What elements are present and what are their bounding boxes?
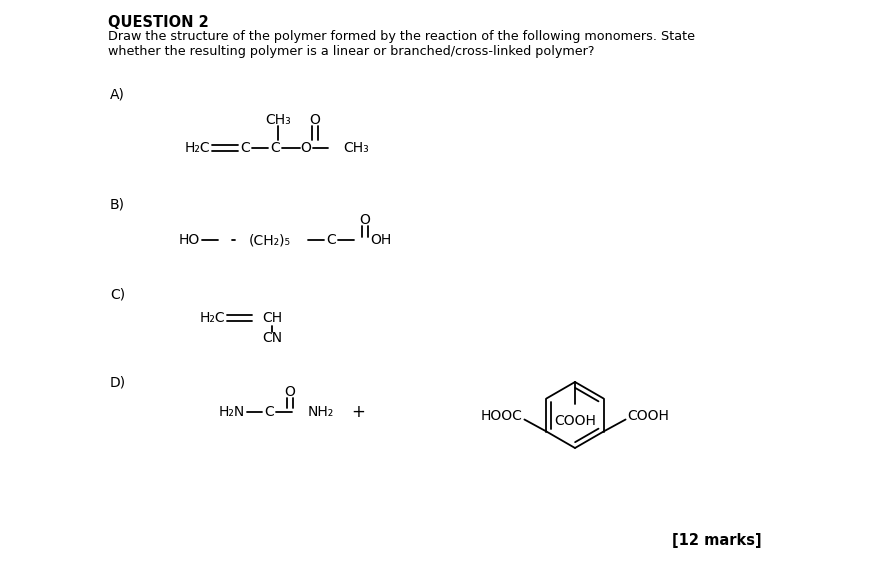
Text: HO: HO	[179, 233, 200, 247]
Text: OH: OH	[370, 233, 391, 247]
Text: HOOC: HOOC	[481, 409, 523, 422]
Text: Draw the structure of the polymer formed by the reaction of the following monome: Draw the structure of the polymer formed…	[108, 30, 695, 43]
Text: CH₃: CH₃	[343, 141, 368, 155]
Text: A): A)	[110, 88, 125, 102]
Text: C): C)	[110, 288, 125, 302]
Text: O: O	[360, 213, 370, 227]
Text: D): D)	[110, 375, 126, 389]
Text: C: C	[270, 141, 280, 155]
Text: O: O	[300, 141, 312, 155]
Text: COOH: COOH	[554, 414, 596, 428]
Text: C: C	[240, 141, 250, 155]
Text: +: +	[351, 403, 365, 421]
Text: [12 marks]: [12 marks]	[672, 533, 762, 548]
Text: H₂C: H₂C	[199, 311, 225, 325]
Text: C: C	[264, 405, 273, 419]
Text: CH₃: CH₃	[265, 113, 291, 127]
Text: CN: CN	[262, 331, 282, 345]
Text: COOH: COOH	[628, 409, 670, 422]
Text: C: C	[326, 233, 336, 247]
Text: O: O	[309, 113, 321, 127]
Text: NH₂: NH₂	[308, 405, 334, 419]
Text: H₂N: H₂N	[219, 405, 245, 419]
Text: (CH₂)₅: (CH₂)₅	[249, 233, 291, 247]
Text: B): B)	[110, 198, 125, 212]
Text: whether the resulting polymer is a linear or branched/cross-linked polymer?: whether the resulting polymer is a linea…	[108, 45, 595, 58]
Text: QUESTION 2: QUESTION 2	[108, 15, 209, 30]
Text: O: O	[285, 385, 295, 399]
Text: CH: CH	[262, 311, 282, 325]
Text: H₂C: H₂C	[185, 141, 210, 155]
